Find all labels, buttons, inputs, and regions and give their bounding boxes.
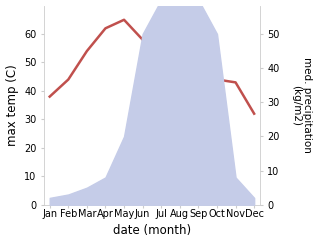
Y-axis label: med. precipitation
(kg/m2): med. precipitation (kg/m2) — [291, 57, 313, 153]
X-axis label: date (month): date (month) — [113, 225, 191, 237]
Y-axis label: max temp (C): max temp (C) — [5, 64, 18, 146]
